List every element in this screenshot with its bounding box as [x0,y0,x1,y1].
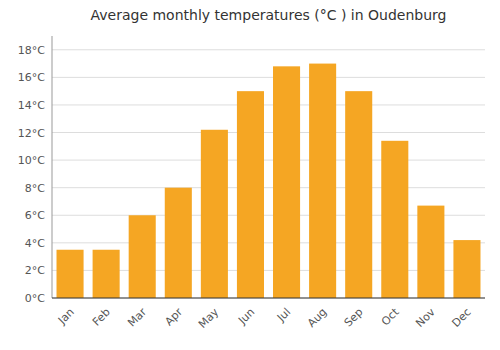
bar [201,130,228,298]
x-tick-label: Aug [305,306,329,330]
x-tick-label: Dec [449,306,473,330]
grid-line [52,77,485,78]
bar [165,188,192,298]
grid-line [52,49,485,50]
bars [57,64,481,298]
y-tick-label: 4°C [25,237,45,250]
x-tick-label: May [196,305,222,331]
bar [453,240,480,298]
grid-line [52,187,485,188]
bar [381,141,408,298]
bar [309,64,336,298]
y-tick-label: 8°C [25,182,45,195]
x-tick-label: Apr [162,305,185,328]
y-tick-label: 6°C [25,209,45,222]
y-axis-line [52,36,53,298]
chart-container: Average monthly temperatures (°C ) in Ou… [0,0,500,350]
bar [417,206,444,298]
y-tick-label: 16°C [18,71,45,84]
x-tick-label: Jun [235,306,257,328]
bar [129,215,156,298]
x-tick-label: Nov [413,305,438,330]
bar [237,91,264,298]
x-tick-label: Mar [125,305,149,329]
y-tick-label: 12°C [18,127,45,140]
y-tick-label: 2°C [25,264,45,277]
title: Average monthly temperatures (°C ) in Ou… [91,7,447,23]
y-tick-label: 0°C [25,292,45,305]
bar [345,91,372,298]
x-tick-label: Jul [274,306,293,325]
grid-line [52,104,485,105]
bar [273,66,300,298]
grid-line [52,160,485,161]
grid-line [52,132,485,133]
x-tick-label: Feb [90,306,113,329]
grid-line [52,298,485,299]
y-tick-label: 10°C [18,154,45,167]
y-grid [52,50,485,298]
bar [57,250,84,298]
y-tick-label: 14°C [18,99,45,112]
x-tick-label: Jan [55,306,77,328]
bar [93,250,120,298]
x-axis-line [52,298,485,299]
x-tick-label: Sep [342,306,366,330]
chart: Average monthly temperatures (°C ) in Ou… [0,0,500,350]
y-tick-label: 18°C [18,44,45,57]
x-tick-label: Oct [379,305,402,328]
